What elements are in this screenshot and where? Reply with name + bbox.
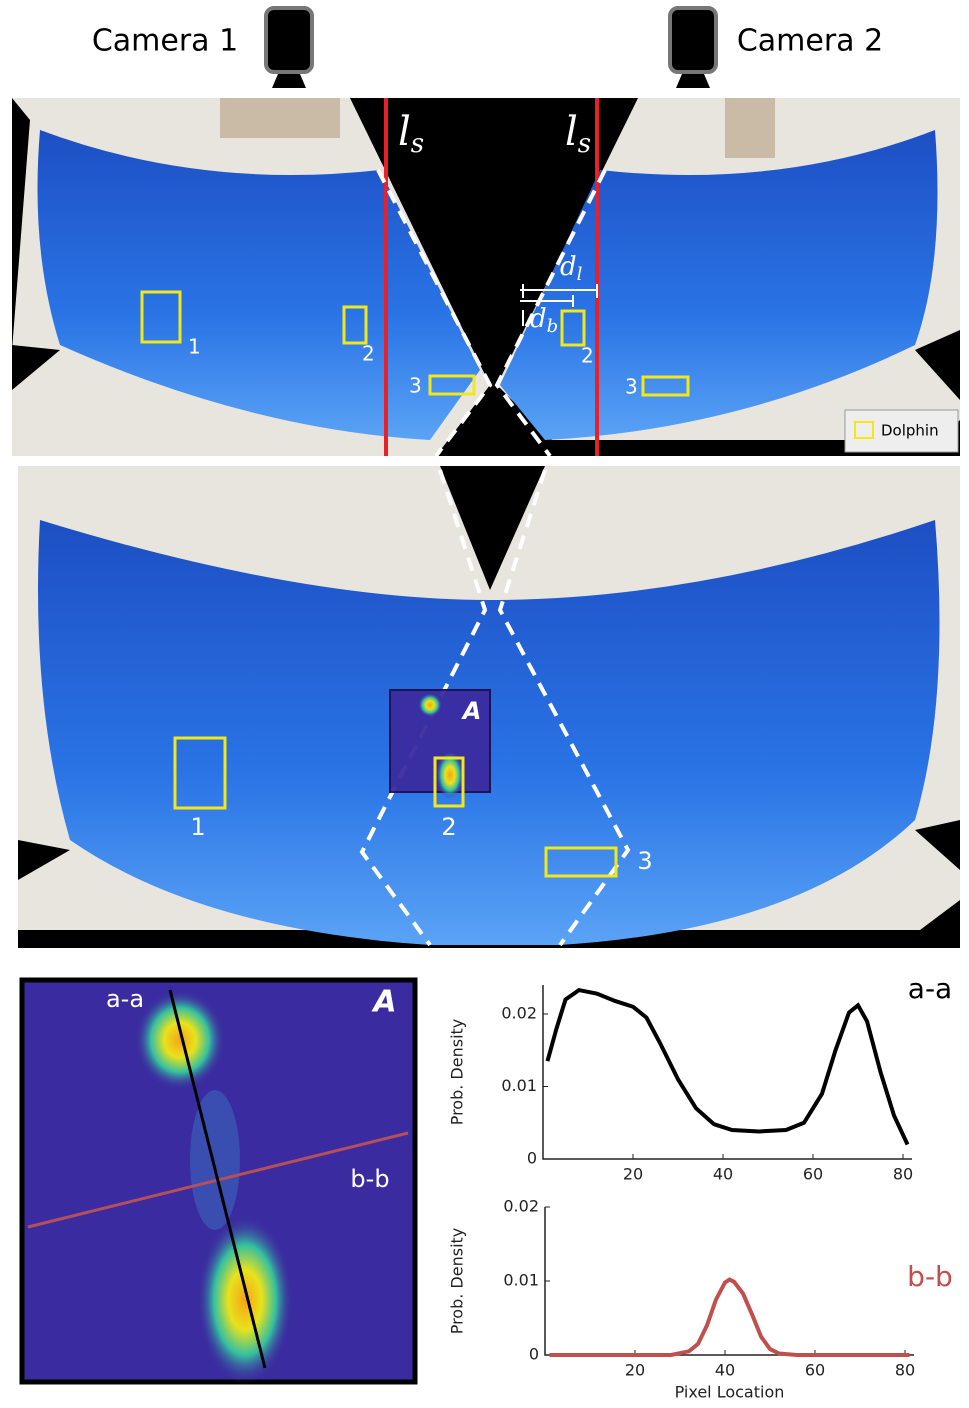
line	[550, 1280, 910, 1355]
x-axis-label: Pixel Location	[675, 1383, 785, 1402]
profile-label: b-b	[350, 1165, 389, 1193]
dolphin-id: 1	[188, 335, 201, 359]
y-axis-label: Prob. Density	[448, 1228, 467, 1335]
camera-label: Camera 1	[92, 24, 238, 59]
dolphin-id: 2	[441, 813, 456, 841]
x-tick-label: 60	[803, 1165, 823, 1184]
x-tick-label: 20	[623, 1165, 643, 1184]
x-tick-label: 20	[625, 1361, 645, 1380]
camera-icon	[670, 8, 716, 88]
legend-label: Dolphin	[881, 422, 939, 440]
y-tick-label: 0.01	[501, 1076, 537, 1095]
merged-view: A 1 2 3	[18, 466, 960, 948]
y-axis-label: Prob. Density	[448, 1019, 467, 1126]
x-tick-label: 40	[713, 1165, 733, 1184]
axes	[543, 985, 912, 1159]
y-tick-label: 0.01	[503, 1271, 539, 1290]
legend: Dolphin	[845, 410, 958, 452]
dolphin-id: 3	[625, 375, 638, 399]
dolphin-id: 3	[409, 374, 422, 398]
series-label: b-b	[907, 1260, 953, 1293]
dolphin-id: 2	[362, 342, 375, 366]
header: Camera 1 Camera 2	[92, 8, 883, 88]
inset-label: A	[461, 697, 482, 725]
dolphin-id: 2	[581, 344, 594, 368]
x-tick-label: 40	[715, 1361, 735, 1380]
y-tick-label: 0	[527, 1149, 537, 1168]
series-label: a-a	[908, 972, 952, 1005]
camera-views: ls ls dl db 1 2 3 2 3 Dolphin	[12, 98, 960, 456]
line	[548, 990, 908, 1144]
y-tick-label: 0	[529, 1345, 539, 1364]
y-tick-label: 0.02	[503, 1197, 539, 1216]
profile-label: a-a	[106, 985, 144, 1013]
y-tick-label: 0.02	[501, 1004, 537, 1023]
heatmap: a-a b-b A	[22, 980, 415, 1385]
inset-label: A	[371, 985, 396, 1020]
dolphin-id: 3	[637, 847, 652, 875]
dolphin-id: 1	[190, 813, 205, 841]
x-tick-label: 60	[805, 1361, 825, 1380]
camera-icon	[266, 8, 312, 88]
x-tick-label: 80	[895, 1361, 915, 1380]
camera-label: Camera 2	[737, 24, 883, 59]
x-tick-label: 80	[893, 1165, 913, 1184]
figure: Camera 1 Camera 2 ls ls dl db 1 2 3 2 3	[0, 0, 969, 1408]
